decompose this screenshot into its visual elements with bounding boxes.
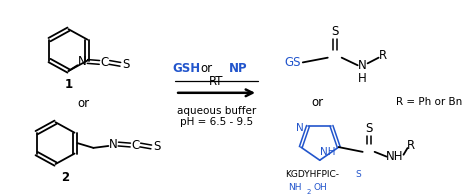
Text: aqueous buffer: aqueous buffer bbox=[177, 106, 256, 116]
Text: S: S bbox=[365, 122, 372, 135]
Text: or: or bbox=[77, 97, 90, 110]
Text: R: R bbox=[379, 49, 387, 62]
Text: 1: 1 bbox=[64, 78, 73, 91]
Text: N: N bbox=[78, 55, 87, 68]
Text: RT: RT bbox=[210, 75, 224, 88]
Text: KGDYHFPIC-: KGDYHFPIC- bbox=[285, 170, 339, 179]
Text: or: or bbox=[312, 96, 324, 109]
Text: NH: NH bbox=[288, 183, 301, 192]
Text: or: or bbox=[201, 62, 213, 75]
Text: GSH: GSH bbox=[173, 62, 201, 75]
Text: OH: OH bbox=[314, 183, 328, 192]
Text: S: S bbox=[123, 58, 130, 71]
Text: GS: GS bbox=[284, 56, 301, 69]
Text: N: N bbox=[109, 138, 118, 151]
Text: 2: 2 bbox=[307, 189, 311, 194]
Text: pH = 6.5 - 9.5: pH = 6.5 - 9.5 bbox=[180, 118, 253, 127]
Text: C: C bbox=[100, 56, 109, 69]
Text: NP: NP bbox=[228, 62, 247, 75]
Text: NH: NH bbox=[320, 147, 336, 157]
Text: NH: NH bbox=[386, 150, 403, 163]
Text: N: N bbox=[296, 123, 304, 133]
Text: S: S bbox=[356, 170, 362, 179]
Text: H: H bbox=[358, 72, 367, 85]
Text: S: S bbox=[154, 140, 161, 153]
Text: R: R bbox=[406, 139, 415, 152]
Text: 2: 2 bbox=[62, 171, 70, 184]
Text: C: C bbox=[131, 139, 139, 152]
Text: R = Ph or Bn: R = Ph or Bn bbox=[396, 97, 463, 107]
Text: N: N bbox=[358, 59, 367, 72]
Text: S: S bbox=[331, 25, 338, 38]
